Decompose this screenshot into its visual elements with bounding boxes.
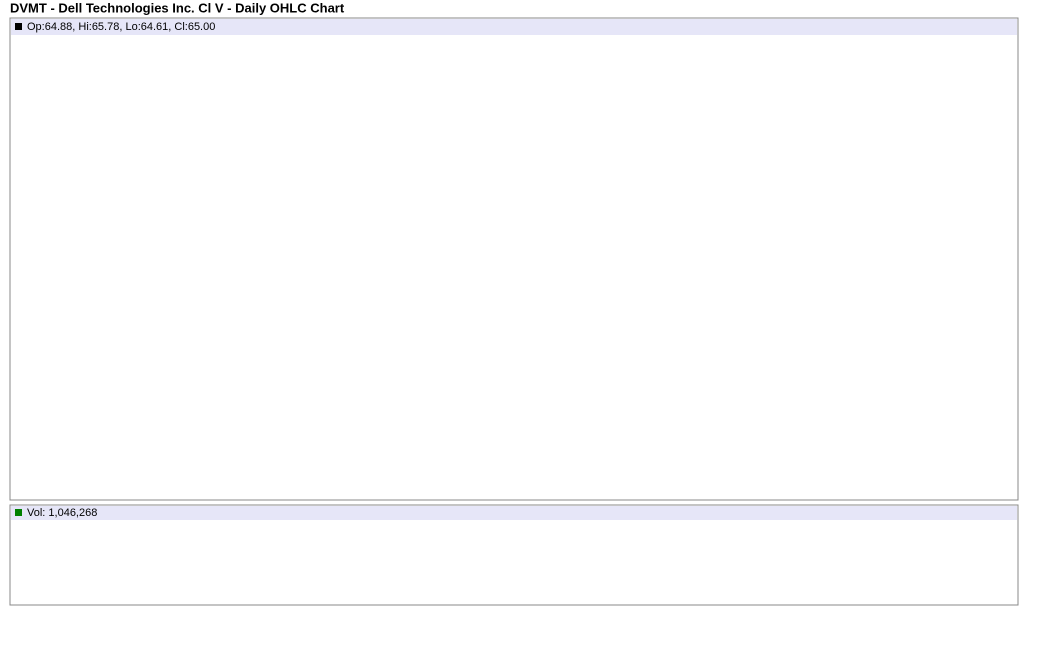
volume-panel <box>9 504 1019 606</box>
ohlc-legend-swatch <box>15 23 22 30</box>
volume-legend-text: Vol: 1,046,268 <box>27 507 97 519</box>
chart-title: DVMT - Dell Technologies Inc. Cl V - Dai… <box>10 0 345 15</box>
ohlc-legend-text: Op:64.88, Hi:65.78, Lo:64.61, Cl:65.00 <box>27 21 215 33</box>
volume-legend-band <box>11 506 1017 520</box>
volume-legend-swatch <box>15 509 22 516</box>
price-legend-band <box>11 19 1017 35</box>
price-panel <box>9 17 1019 501</box>
